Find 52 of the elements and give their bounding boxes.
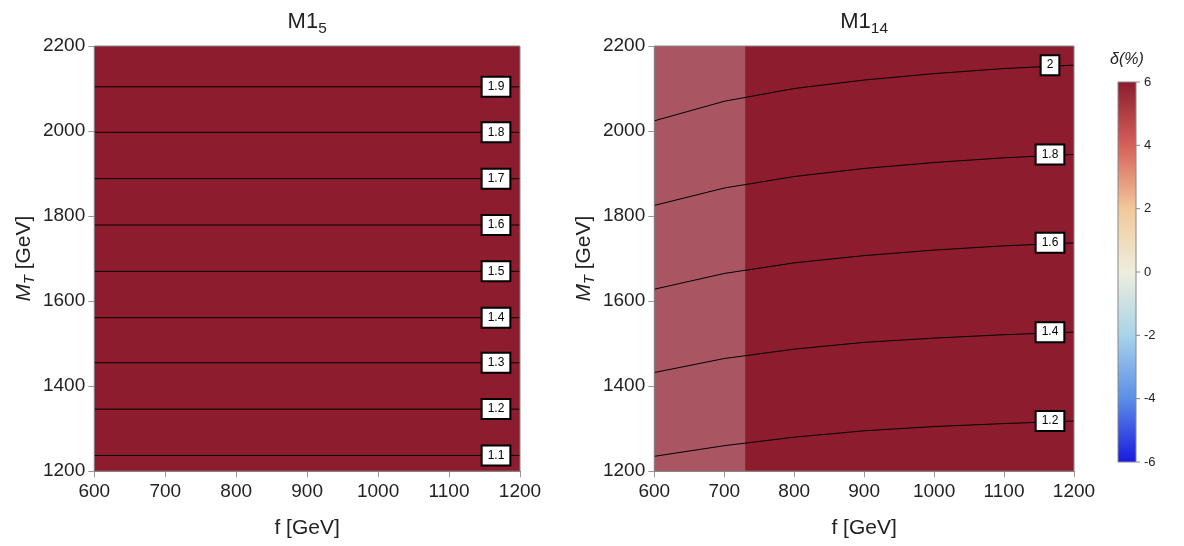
color-bar-label: -2 <box>1144 326 1156 342</box>
x-tick-label: 1100 <box>428 479 470 501</box>
x-tick-label: 900 <box>291 479 323 501</box>
x-tick-label: 1200 <box>498 479 542 501</box>
x-tick-label: 700 <box>708 479 741 501</box>
series-label: 1.4 <box>487 310 505 325</box>
y-tick-label: 2200 <box>42 34 86 56</box>
x-axis-title: f [GeV] <box>274 514 340 538</box>
y-tick-label: 2000 <box>42 119 86 141</box>
color-bar-label: -4 <box>1144 390 1156 406</box>
color-bar-label: 2 <box>1144 200 1152 216</box>
x-axis-title: f [GeV] <box>831 514 897 538</box>
series-label: 1.6 <box>1041 235 1059 250</box>
series-label: 1.6 <box>487 217 505 232</box>
series-label: 1.3 <box>487 355 505 370</box>
y-tick-label: 2200 <box>602 34 646 56</box>
y-tick-label: 1800 <box>602 204 646 226</box>
series-label: 1.2 <box>487 401 505 416</box>
x-tick-label: 1200 <box>1052 479 1096 501</box>
y-tick-label: 2000 <box>602 119 646 141</box>
series-label: 2 <box>1046 57 1054 72</box>
x-tick-label: 800 <box>778 479 811 501</box>
x-tick-label: 700 <box>149 479 182 501</box>
x-tick-label: 1000 <box>356 479 400 501</box>
color-bar-label: 4 <box>1144 136 1152 152</box>
y-tick-label: 1600 <box>602 289 646 311</box>
y-tick-label: 1400 <box>42 374 86 396</box>
x-tick-label: 600 <box>78 479 111 501</box>
y-tick-label: 1600 <box>42 289 86 311</box>
x-tick-label: 1100 <box>983 479 1025 501</box>
y-axis-title: MT [GeV] <box>10 215 38 302</box>
series-label: 1.8 <box>1041 146 1059 161</box>
color-bar-label: -6 <box>1144 453 1156 469</box>
y-tick-label: 1800 <box>42 204 86 226</box>
color-bar-label: 0 <box>1144 263 1152 279</box>
series-label: 1.4 <box>1041 324 1059 339</box>
color-bar-label: 6 <box>1144 73 1152 89</box>
series-label: 1.8 <box>487 124 505 139</box>
y-tick-label: 1200 <box>42 459 86 481</box>
series-label: 1.9 <box>487 79 505 94</box>
series-label: 1.2 <box>1041 413 1059 428</box>
x-tick-label: 600 <box>638 479 671 501</box>
y-tick-label: 1400 <box>602 374 646 396</box>
series-label: 1.7 <box>487 170 505 185</box>
color-bar-title: δ(%) <box>1110 50 1144 68</box>
series-label: 1.1 <box>487 447 505 462</box>
series-label: 1.5 <box>487 263 505 278</box>
x-tick-label: 800 <box>220 479 253 501</box>
y-tick-label: 1200 <box>602 459 646 481</box>
x-tick-label: 1000 <box>912 479 956 501</box>
x-tick-label: 900 <box>848 479 880 501</box>
y-axis-title: MT [GeV] <box>570 215 598 302</box>
